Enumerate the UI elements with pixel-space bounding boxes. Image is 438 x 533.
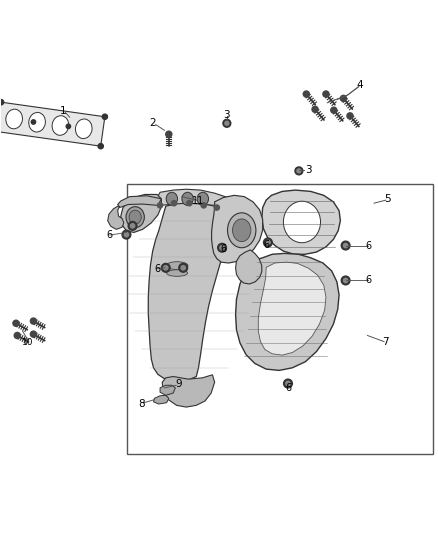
Text: 6: 6 xyxy=(365,240,371,251)
Ellipse shape xyxy=(52,116,69,135)
Circle shape xyxy=(187,200,192,206)
Polygon shape xyxy=(160,385,175,395)
Text: 10: 10 xyxy=(22,338,34,347)
Circle shape xyxy=(331,107,337,113)
Circle shape xyxy=(218,244,226,252)
Circle shape xyxy=(102,114,107,119)
Circle shape xyxy=(303,91,309,97)
Circle shape xyxy=(66,124,71,128)
Ellipse shape xyxy=(166,192,177,205)
Polygon shape xyxy=(258,262,326,355)
Ellipse shape xyxy=(75,119,92,139)
Text: 1: 1 xyxy=(60,106,66,116)
Circle shape xyxy=(124,232,129,237)
Polygon shape xyxy=(0,102,105,146)
Circle shape xyxy=(14,333,20,338)
Circle shape xyxy=(341,276,350,285)
Circle shape xyxy=(266,240,270,245)
Ellipse shape xyxy=(29,112,46,132)
Circle shape xyxy=(30,318,36,324)
Text: 6: 6 xyxy=(286,383,292,393)
Text: 9: 9 xyxy=(176,379,182,390)
Polygon shape xyxy=(236,250,262,284)
Text: 4: 4 xyxy=(356,80,363,90)
Polygon shape xyxy=(121,195,161,232)
Circle shape xyxy=(98,143,103,149)
Text: 8: 8 xyxy=(138,399,145,409)
Circle shape xyxy=(286,381,290,386)
Circle shape xyxy=(312,106,318,112)
Circle shape xyxy=(122,230,131,239)
Circle shape xyxy=(297,169,301,173)
Text: 3: 3 xyxy=(305,165,312,175)
Ellipse shape xyxy=(166,270,187,276)
Circle shape xyxy=(343,278,348,282)
Ellipse shape xyxy=(283,201,321,243)
Circle shape xyxy=(225,122,229,125)
Text: 6: 6 xyxy=(220,244,226,254)
Text: 5: 5 xyxy=(385,194,391,204)
Circle shape xyxy=(341,241,350,250)
Ellipse shape xyxy=(197,192,208,205)
Circle shape xyxy=(220,246,224,250)
Text: 6: 6 xyxy=(263,240,269,250)
Ellipse shape xyxy=(182,192,193,205)
Circle shape xyxy=(179,263,187,272)
Text: 7: 7 xyxy=(382,337,389,348)
Circle shape xyxy=(347,113,353,119)
Ellipse shape xyxy=(166,262,188,270)
Bar xyxy=(127,183,433,454)
Polygon shape xyxy=(153,395,169,404)
Text: 11: 11 xyxy=(192,196,204,206)
Circle shape xyxy=(201,203,206,208)
Circle shape xyxy=(128,222,137,230)
Circle shape xyxy=(163,265,168,270)
Circle shape xyxy=(295,167,303,175)
Text: 2: 2 xyxy=(149,118,156,128)
Circle shape xyxy=(30,331,36,337)
Text: 6: 6 xyxy=(154,264,160,273)
Text: 6: 6 xyxy=(365,276,371,286)
Text: 3: 3 xyxy=(223,110,230,119)
Circle shape xyxy=(264,238,272,247)
Circle shape xyxy=(323,91,329,97)
Polygon shape xyxy=(262,190,340,254)
Circle shape xyxy=(157,203,162,208)
Polygon shape xyxy=(118,196,161,207)
Polygon shape xyxy=(108,206,124,229)
Circle shape xyxy=(31,120,35,124)
Polygon shape xyxy=(151,189,234,208)
Ellipse shape xyxy=(233,219,251,241)
Circle shape xyxy=(181,265,185,270)
Circle shape xyxy=(161,263,170,272)
Polygon shape xyxy=(212,195,263,263)
Circle shape xyxy=(13,320,19,326)
Ellipse shape xyxy=(227,213,256,248)
Circle shape xyxy=(223,119,231,127)
Circle shape xyxy=(284,379,292,388)
Circle shape xyxy=(340,95,346,101)
Text: 6: 6 xyxy=(107,230,113,240)
Polygon shape xyxy=(162,375,215,407)
Ellipse shape xyxy=(129,210,141,224)
Circle shape xyxy=(131,224,135,228)
Circle shape xyxy=(171,200,177,206)
Polygon shape xyxy=(148,202,230,381)
Polygon shape xyxy=(236,253,339,370)
Ellipse shape xyxy=(126,207,145,228)
Circle shape xyxy=(0,100,4,105)
Ellipse shape xyxy=(6,109,22,129)
Circle shape xyxy=(166,131,172,138)
Circle shape xyxy=(343,244,348,248)
Circle shape xyxy=(214,205,219,210)
